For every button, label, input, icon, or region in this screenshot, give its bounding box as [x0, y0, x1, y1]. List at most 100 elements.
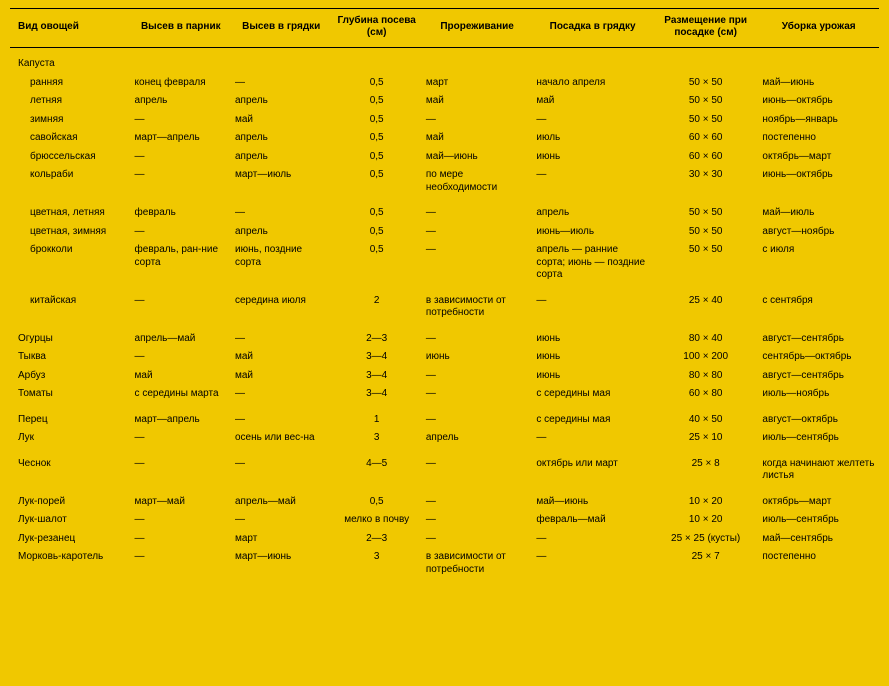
cell: —	[532, 530, 653, 549]
cell: 0,5	[331, 223, 421, 242]
cell: 50 × 50	[653, 111, 758, 130]
cell	[532, 48, 653, 74]
cell: в зависимости от потребности	[422, 285, 533, 323]
cell: —	[231, 448, 331, 486]
cell: июнь	[532, 367, 653, 386]
cell: —	[231, 385, 331, 404]
table-row: цветная, летняяфевраль—0,5—апрель50 × 50…	[10, 197, 879, 223]
cell	[653, 48, 758, 74]
cell: —	[131, 530, 231, 549]
cell: —	[131, 448, 231, 486]
cell: 0,5	[331, 129, 421, 148]
cell: —	[532, 548, 653, 579]
cell: с середины марта	[131, 385, 231, 404]
table-row: брюссельская—апрель0,5май—июньиюнь60 × 6…	[10, 148, 879, 167]
cell: —	[422, 197, 533, 223]
cell: Перец	[10, 404, 131, 430]
cell: 25 × 40	[653, 285, 758, 323]
cell: май	[231, 367, 331, 386]
cell: май—июнь	[422, 148, 533, 167]
col-header-2: Высев в грядки	[231, 9, 331, 48]
cell: 25 × 8	[653, 448, 758, 486]
cell: в зависимости от потребности	[422, 548, 533, 579]
cell: март—июль	[231, 166, 331, 197]
cell: август—октябрь	[758, 404, 879, 430]
cell	[331, 48, 421, 74]
cell: июнь—октябрь	[758, 166, 879, 197]
cell: —	[422, 223, 533, 242]
cell: —	[231, 197, 331, 223]
cell: 0,5	[331, 166, 421, 197]
cell: —	[422, 385, 533, 404]
cell: май	[422, 129, 533, 148]
cell: май—сентябрь	[758, 530, 879, 549]
cell: конец февраля	[131, 74, 231, 93]
cell	[758, 48, 879, 74]
cell: апрель	[532, 197, 653, 223]
cell: —	[532, 111, 653, 130]
cell: Чеснок	[10, 448, 131, 486]
table-row: Тыква—май3—4июньиюнь100 × 200сентябрь—ок…	[10, 348, 879, 367]
cell: цветная, летняя	[10, 197, 131, 223]
cell: савойская	[10, 129, 131, 148]
cell: июнь	[422, 348, 533, 367]
cell: март—апрель	[131, 404, 231, 430]
cell: февраль, ран-ние сорта	[131, 241, 231, 285]
cell: Капуста	[10, 48, 131, 74]
cell: май	[131, 367, 231, 386]
cell: июль—сентябрь	[758, 429, 879, 448]
cell: август—сентябрь	[758, 323, 879, 349]
cell	[422, 48, 533, 74]
cell: 2	[331, 285, 421, 323]
cell: 1	[331, 404, 421, 430]
cell: июль	[532, 129, 653, 148]
cell: 60 × 80	[653, 385, 758, 404]
cell: 2—3	[331, 323, 421, 349]
cell: апрель	[131, 92, 231, 111]
table-row: Лук-шалот——мелко в почву—февраль—май10 ×…	[10, 511, 879, 530]
cell: Лук	[10, 429, 131, 448]
table-row: Арбузмаймай3—4—июнь80 × 80август—сентябр…	[10, 367, 879, 386]
table-row: ранняяконец февраля—0,5мартначало апреля…	[10, 74, 879, 93]
cell: —	[422, 323, 533, 349]
cell: апрель	[231, 129, 331, 148]
cell: 50 × 50	[653, 197, 758, 223]
table-row: Томатыс середины марта—3—4—с середины ма…	[10, 385, 879, 404]
cell: октябрь—март	[758, 486, 879, 512]
table-row: летняяапрельапрель0,5маймай50 × 50июнь—о…	[10, 92, 879, 111]
table-row: цветная, зимняя—апрель0,5—июнь—июль50 × …	[10, 223, 879, 242]
cell: март—июнь	[231, 548, 331, 579]
table-row: Морковь-каротель—март—июнь3в зависимости…	[10, 548, 879, 579]
cell: —	[422, 448, 533, 486]
cell: 0,5	[331, 241, 421, 285]
cell: 100 × 200	[653, 348, 758, 367]
cell: 0,5	[331, 111, 421, 130]
cell: август—сентябрь	[758, 367, 879, 386]
cell: середина июля	[231, 285, 331, 323]
cell: начало апреля	[532, 74, 653, 93]
cell: 0,5	[331, 486, 421, 512]
cell: —	[231, 323, 331, 349]
col-header-4: Прореживание	[422, 9, 533, 48]
cell	[131, 48, 231, 74]
cell: март	[422, 74, 533, 93]
cell: 30 × 30	[653, 166, 758, 197]
cell: —	[422, 241, 533, 285]
cell: июль—ноябрь	[758, 385, 879, 404]
page: Вид овощейВысев в парникВысев в грядкиГл…	[0, 0, 889, 686]
cell: —	[131, 548, 231, 579]
cell: брокколи	[10, 241, 131, 285]
cell: 0,5	[331, 74, 421, 93]
cell: апрель	[422, 429, 533, 448]
cell: —	[532, 429, 653, 448]
cell: —	[231, 511, 331, 530]
cell: —	[231, 74, 331, 93]
cell: с середины мая	[532, 404, 653, 430]
cell: июль—сентябрь	[758, 511, 879, 530]
cell: 50 × 50	[653, 223, 758, 242]
table-row: Перецмарт—апрель—1—с середины мая40 × 50…	[10, 404, 879, 430]
cell: 3	[331, 429, 421, 448]
cell: —	[532, 166, 653, 197]
cell: март	[231, 530, 331, 549]
cell: май—июнь	[758, 74, 879, 93]
